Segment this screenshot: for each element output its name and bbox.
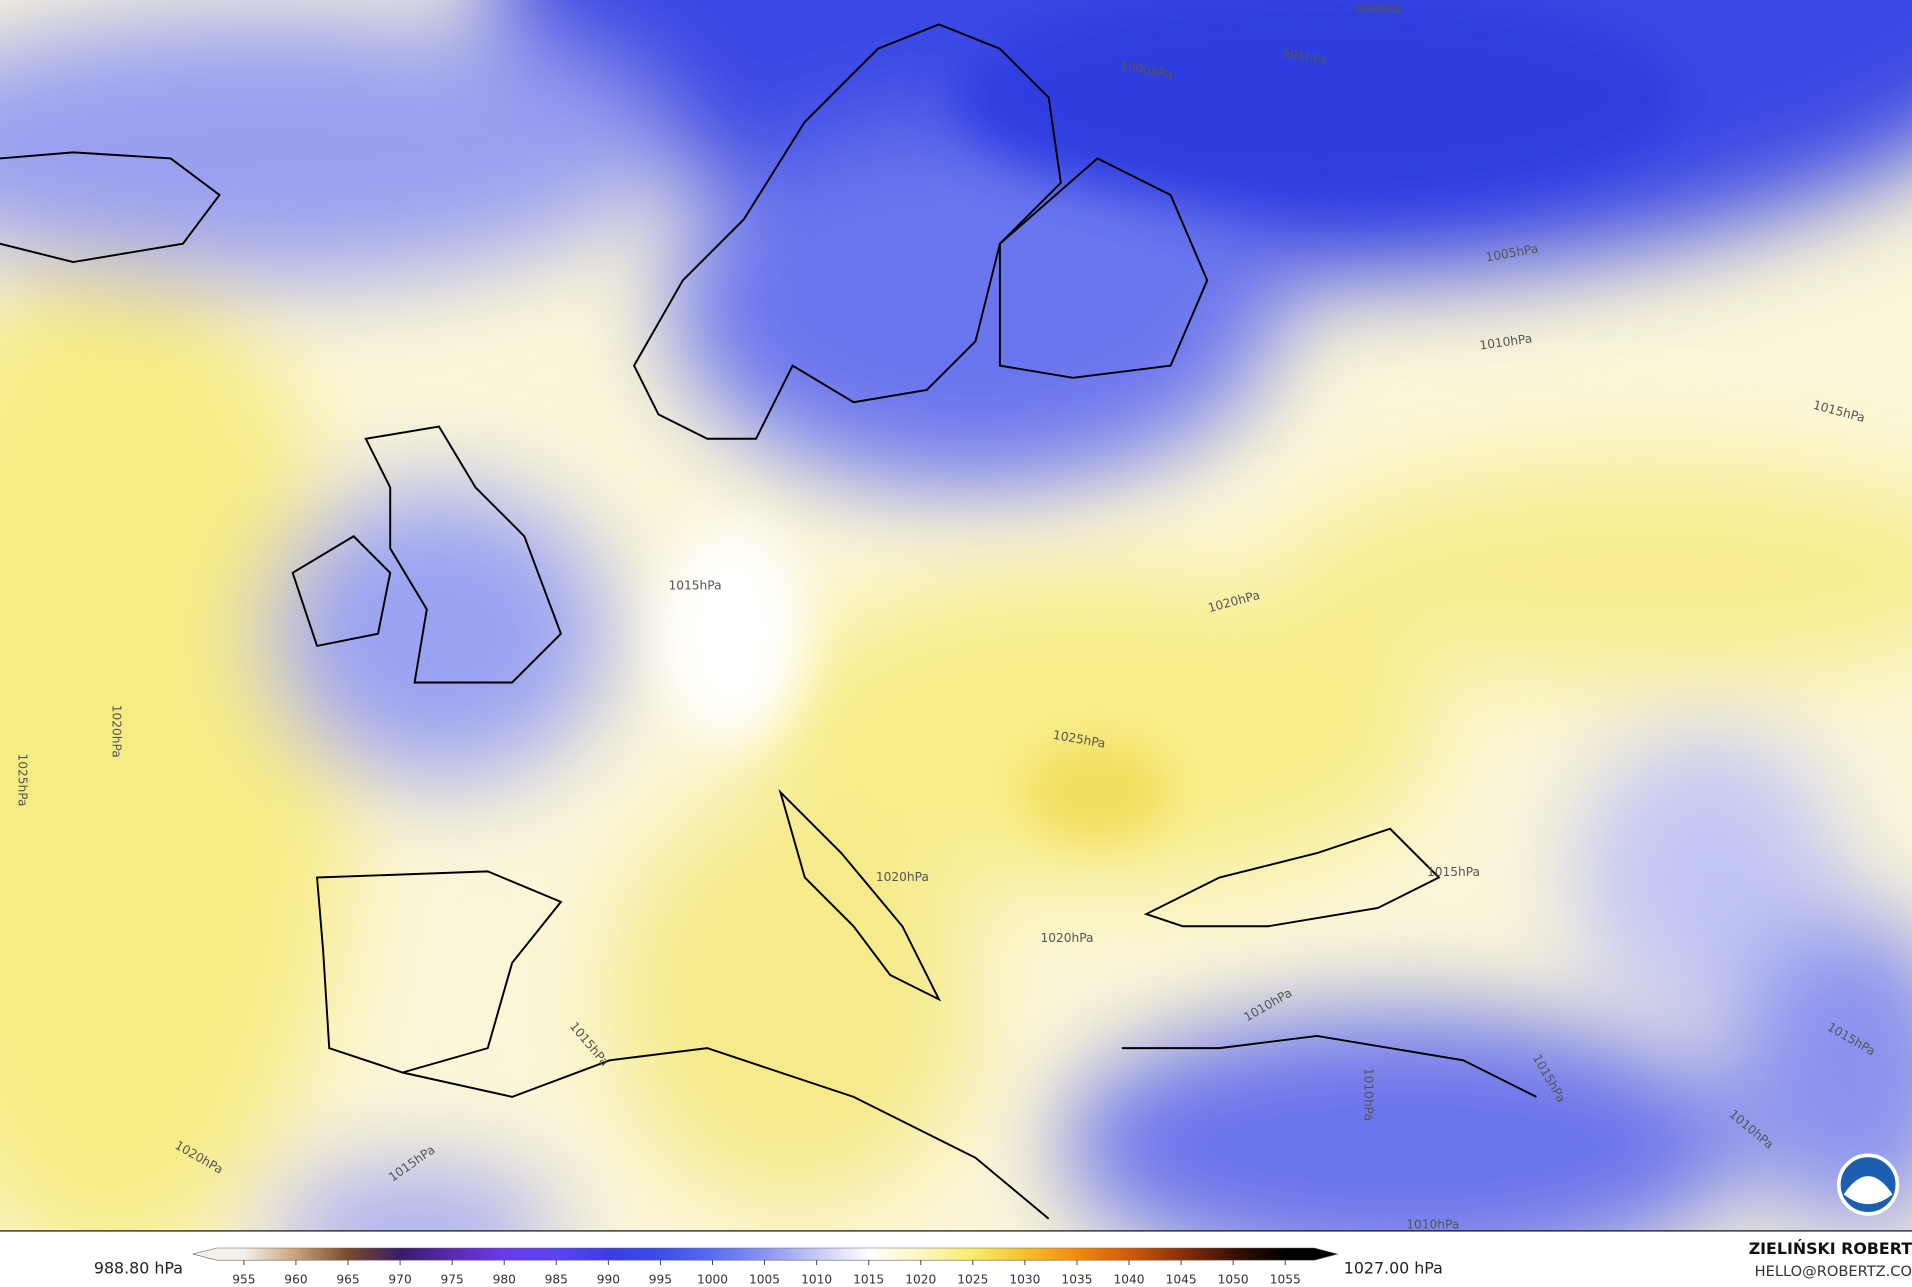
colorbar-tick-label: 995 — [649, 1272, 672, 1286]
colorbar-tick-label: 960 — [284, 1272, 307, 1286]
colorbar-tick-label: 1030 — [1009, 1272, 1040, 1286]
colorbar-tick-label: 975 — [441, 1272, 464, 1286]
colorbar-tick-label: 1035 — [1061, 1272, 1092, 1286]
colorbar-tick-label: 1045 — [1166, 1272, 1197, 1286]
contour-label: 1025hPa — [15, 753, 29, 806]
colorbar-tick-label: 980 — [493, 1272, 516, 1286]
colorbar-tick-label: 1050 — [1218, 1272, 1249, 1286]
colorbar-max: 1027.00 hPa — [1344, 1259, 1443, 1278]
coastlines — [0, 23, 1537, 1220]
contour-label: 1020hPa — [109, 705, 123, 758]
contour-label: 1020hPa — [876, 870, 929, 884]
contour-label: 1015hPa — [669, 579, 722, 593]
colorbar-tick-label: 965 — [336, 1272, 359, 1286]
colorbar-tick-label: 1040 — [1114, 1272, 1145, 1286]
contour-label: 1015hPa — [1427, 865, 1480, 879]
contour-label: 990hPa — [1355, 2, 1400, 16]
colorbar-tick-label: 1010 — [801, 1272, 832, 1286]
contour-label: 1010hPa — [1406, 1217, 1459, 1231]
contour-label: 995hPa — [1281, 47, 1328, 67]
email: HELLO@ROBERTZ.CO — [1755, 1263, 1912, 1280]
noaa-logo — [1837, 1153, 1900, 1216]
colorbar-tick-label: 1005 — [749, 1272, 780, 1286]
colorbar-tick-label: 1015 — [853, 1272, 884, 1286]
colorbar-tick-label: 1055 — [1270, 1272, 1301, 1286]
colorbar-tick-label: 1025 — [957, 1272, 988, 1286]
colorbar-tick-label: 955 — [232, 1272, 255, 1286]
contour-label: 1010hPa — [1362, 1068, 1376, 1121]
colorbar-min: 988.80 hPa — [94, 1259, 183, 1278]
colorbar — [192, 1247, 1339, 1261]
author: ZIELIŃSKI ROBERT — [1749, 1239, 1912, 1258]
colorbar-tick-label: 990 — [597, 1272, 620, 1286]
colorbar-tick-label: 1020 — [905, 1272, 936, 1286]
colorbar-ticks: 955 960 965 970 975 980 985 990 995 1000 1005 1010 1… — [232, 1260, 1301, 1286]
contour-label: 1020hPa — [1040, 931, 1093, 945]
colorbar-tick-label: 1000 — [697, 1272, 728, 1286]
colorbar-tick-label: 970 — [388, 1272, 411, 1286]
colorbar-tick-label: 985 — [545, 1272, 568, 1286]
